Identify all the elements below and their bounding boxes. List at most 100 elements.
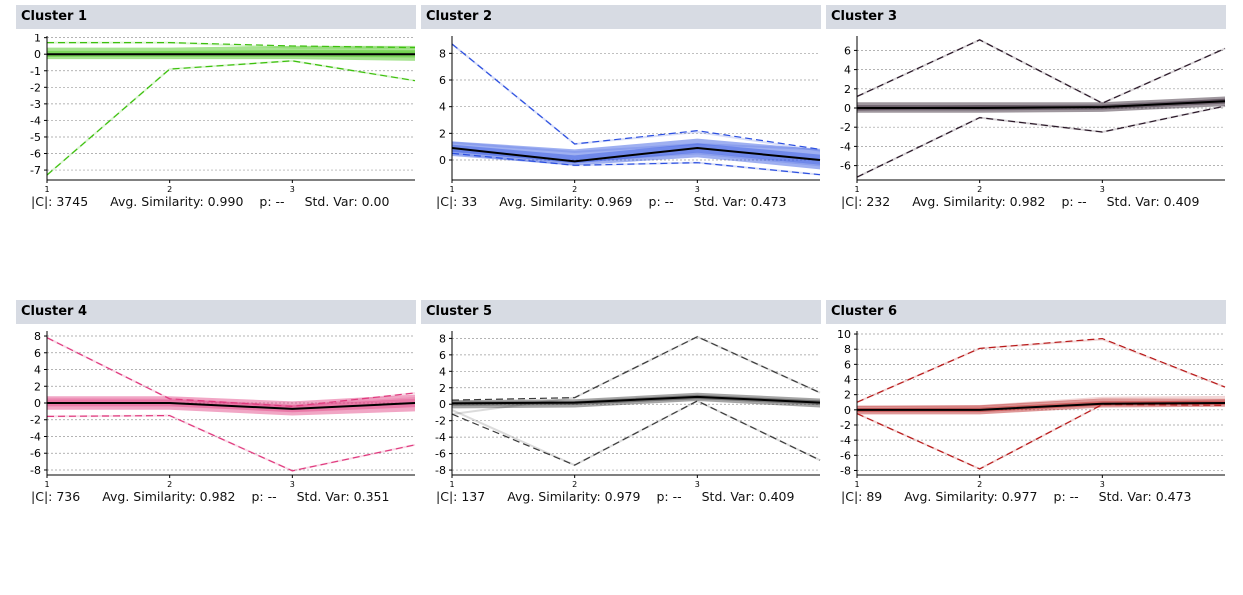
x-tick-label: 2	[572, 185, 577, 194]
member-profile	[451, 141, 821, 154]
y-tick-label: 6	[439, 74, 446, 87]
avg-similarity: Avg. Similarity: 0.969	[499, 194, 633, 209]
y-tick-label: -4	[435, 431, 446, 444]
panel-title: Cluster 2	[421, 5, 821, 29]
y-tick-label: -8	[30, 464, 41, 477]
bound-line	[451, 43, 821, 150]
y-tick-label: -5	[30, 131, 41, 144]
member-profile	[857, 395, 1226, 408]
y-tick-label: 4	[34, 364, 41, 377]
mean-line	[857, 100, 1226, 109]
y-tick-label: 8	[439, 47, 446, 60]
member-profile	[856, 338, 1226, 404]
x-tick-label: 2	[977, 480, 982, 489]
y-tick-label: -2	[435, 415, 446, 428]
x-tick-label: 3	[695, 480, 700, 489]
bound-line	[46, 414, 416, 472]
x-tick-label: 3	[290, 185, 295, 194]
y-tick-label: 6	[34, 347, 41, 360]
y-tick-label: -2	[30, 414, 41, 427]
y-tick-label: 2	[439, 127, 446, 140]
bound-line	[451, 336, 821, 401]
y-tick-label: -6	[435, 448, 446, 461]
mean-line	[857, 402, 1226, 411]
std-var: Std. Var: 0.473	[693, 194, 787, 209]
member-profile	[46, 59, 416, 176]
cluster-size: |C|: 736	[31, 489, 81, 504]
member-profile	[451, 149, 821, 167]
avg-similarity: Avg. Similarity: 0.982	[912, 194, 1046, 209]
y-tick-label: -2	[840, 419, 851, 432]
cluster-size: |C|: 89	[841, 489, 883, 504]
cluster-panel-6: Cluster 6 10 8 6 4 2 0 -2 -4 -6 -8 1 2 3 |C|: 89 Avg.…	[826, 300, 1226, 504]
cluster-panel-4: Cluster 4 8 6 4 2 0 -2 -4 -6 -8 1 2 3 |C|: 736 Avg. …	[16, 300, 416, 504]
p-value: p: --	[648, 194, 674, 209]
member-profile	[451, 43, 821, 152]
chart-area: 10 8 6 4 2 0 -2 -4 -6 -8 1 2 3	[826, 328, 1226, 489]
avg-similarity: Avg. Similarity: 0.979	[507, 489, 641, 504]
y-tick-label: -4	[30, 430, 41, 443]
chart-area: 8 6 4 2 0 1 2 3	[421, 34, 821, 194]
bound-line	[856, 39, 1226, 104]
y-tick-label: -3	[30, 98, 41, 111]
panel-title: Cluster 1	[16, 5, 416, 29]
y-tick-label: -2	[840, 121, 851, 134]
std-var: Std. Var: 0.409	[1106, 194, 1200, 209]
bound-line	[856, 403, 1226, 470]
avg-similarity: Avg. Similarity: 0.982	[102, 489, 236, 504]
x-tick-label: 1	[44, 480, 49, 489]
mean-line	[47, 402, 416, 410]
chart-area: 6 4 2 0 -2 -4 -6 1 2 3	[826, 34, 1226, 194]
y-tick-label: 4	[439, 365, 446, 378]
y-tick-label: 4	[844, 64, 851, 77]
y-tick-label: 6	[844, 358, 851, 371]
cluster-panel-5: Cluster 5 8 6 4 2 0 -2 -4 -6 -8 1 2 3 |C|: 137 Avg. …	[421, 300, 821, 504]
y-tick-label: 0	[439, 398, 446, 411]
y-tick-label: 4	[439, 101, 446, 114]
bound-line	[856, 337, 1226, 403]
x-tick-label: 3	[1100, 480, 1105, 489]
y-tick-label: 2	[34, 380, 41, 393]
panel-title: Cluster 3	[826, 5, 1226, 29]
x-tick-label: 1	[854, 185, 859, 194]
stats-bar: |C|: 33 Avg. Similarity: 0.969 p: -- Std. V…	[436, 194, 787, 209]
y-tick-label: 2	[844, 83, 851, 96]
profile-chart: 8 6 4 2 0 1 2 3	[439, 36, 821, 194]
y-tick-label: 8	[34, 330, 41, 343]
p-value: p: --	[656, 489, 682, 504]
y-tick-label: 6	[439, 349, 446, 362]
bound-line	[46, 60, 416, 176]
y-tick-label: -8	[435, 464, 446, 477]
bound-line	[856, 105, 1226, 178]
avg-similarity: Avg. Similarity: 0.977	[904, 489, 1038, 504]
x-tick-label: 1	[44, 185, 49, 194]
stats-bar: |C|: 3745 Avg. Similarity: 0.990 p: -- Std.…	[31, 194, 389, 209]
profile-chart: 8 6 4 2 0 -2 -4 -6 -81 2 3	[30, 330, 416, 489]
x-tick-label: 1	[449, 185, 454, 194]
x-tick-label: 3	[1100, 185, 1105, 194]
cluster-panel-2: Cluster 2 8 6 4 2 0 1 2 3 |C|: 33 Avg. Similarit…	[421, 5, 821, 209]
p-value: p: --	[251, 489, 277, 504]
y-tick-label: -4	[840, 434, 851, 447]
y-tick-label: -6	[30, 148, 41, 161]
cluster-panel-3: Cluster 3 6 4 2 0 -2 -4 -6 1 2 3 |C|: 232 Avg. Sim…	[826, 5, 1226, 209]
x-tick-label: 2	[572, 480, 577, 489]
cluster-size: |C|: 137	[436, 489, 486, 504]
x-tick-label: 2	[167, 480, 172, 489]
avg-similarity: Avg. Similarity: 0.990	[110, 194, 244, 209]
p-value: p: --	[259, 194, 285, 209]
stats-bar: |C|: 137 Avg. Similarity: 0.979 p: -- Std. …	[436, 489, 794, 504]
y-tick-label: -6	[840, 160, 851, 173]
std-var: Std. Var: 0.351	[296, 489, 390, 504]
x-tick-label: 2	[167, 185, 172, 194]
mean-line	[451, 395, 821, 405]
member-profile	[856, 105, 1226, 179]
bound-line	[451, 152, 821, 176]
panel-title: Cluster 6	[826, 300, 1226, 324]
p-value: p: --	[1061, 194, 1087, 209]
cluster-size: |C|: 3745	[31, 194, 89, 209]
bound-line	[47, 42, 416, 49]
y-tick-label: -6	[30, 447, 41, 460]
x-tick-label: 3	[290, 480, 295, 489]
chart-area: 8 6 4 2 0 -2 -4 -6 -8 1 2 3	[16, 329, 416, 489]
